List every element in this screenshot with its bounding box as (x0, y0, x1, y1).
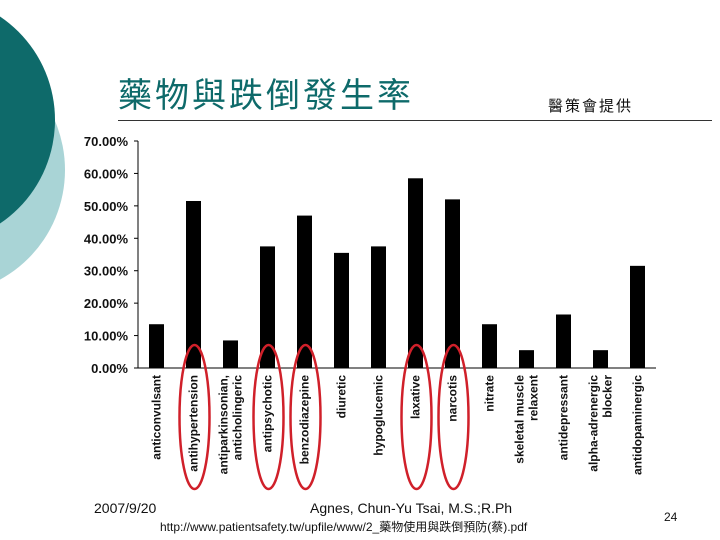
bar (334, 252, 349, 368)
y-tick-label: 50.00% (84, 199, 129, 214)
y-tick-label: 60.00% (84, 166, 129, 181)
x-tick-label: anticholingeric (231, 375, 245, 461)
bar (445, 199, 460, 368)
slide-author: Agnes, Chun-Yu Tsai, M.S.;R.Ph (310, 500, 513, 516)
x-tick-label: skeletal muscle (513, 375, 527, 464)
y-tick-label: 40.00% (84, 231, 129, 246)
bar (297, 215, 312, 368)
highlight-circle (178, 343, 211, 491)
bar (482, 324, 497, 368)
page-number: 24 (664, 510, 678, 524)
slide-date: 2007/9/20 (94, 500, 157, 516)
title-divider (118, 120, 712, 121)
x-tick-label: antidepressant (557, 375, 571, 460)
bar (408, 178, 423, 368)
x-tick-label: blocker (601, 375, 615, 418)
x-tick-label: relaxent (527, 375, 541, 421)
bar (186, 200, 201, 368)
y-tick-label: 30.00% (84, 264, 129, 279)
x-tick-label: antihypertension (187, 375, 201, 472)
bar (519, 350, 534, 368)
x-tick-label: nitrate (483, 375, 497, 412)
x-tick-label: antipsychotic (261, 375, 275, 453)
bar (149, 324, 164, 368)
x-tick-label: anticonvulsant (150, 375, 164, 460)
credit-text: 醫策會提供 (548, 97, 634, 115)
x-tick-label: antidopaminergic (631, 375, 645, 475)
source-url: http://www.patientsafety.tw/upfile/www/2… (160, 520, 528, 534)
x-tick-label: narcotis (446, 375, 460, 422)
x-tick-label: antiparkinsonian, (217, 375, 231, 474)
highlight-circle (400, 343, 433, 491)
bar (371, 246, 386, 368)
y-tick-label: 10.00% (84, 329, 129, 344)
decor-circle-dark (0, 16, 55, 224)
x-tick-label: hypoglucemic (372, 375, 386, 456)
highlight-circle (289, 343, 322, 491)
bar (593, 350, 608, 368)
y-tick-label: 0.00% (91, 361, 128, 376)
slide-title: 藥物與跌倒發生率 (118, 76, 414, 116)
bar (223, 340, 238, 368)
y-tick-label: 20.00% (84, 296, 129, 311)
x-tick-label: benzodiazepine (298, 375, 312, 465)
bar (556, 314, 571, 368)
y-tick-label: 70.00% (84, 134, 129, 149)
highlight-circle (252, 343, 285, 491)
x-tick-label: diuretic (335, 375, 349, 419)
highlight-circle (437, 343, 470, 491)
x-tick-label: alpha-adrenergic (587, 375, 601, 472)
x-tick-label: laxative (409, 375, 423, 419)
bar (630, 265, 645, 368)
bar (260, 246, 275, 368)
